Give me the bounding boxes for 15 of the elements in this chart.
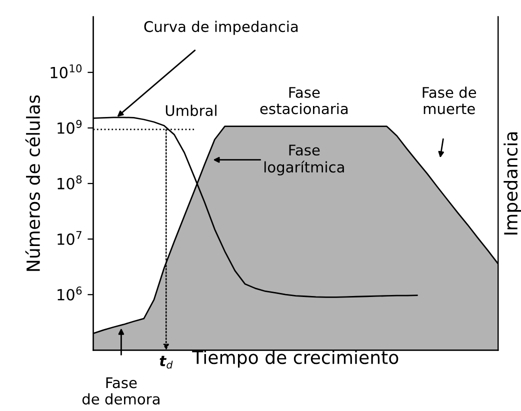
y-tick-label: 10$^{9}$: [58, 120, 82, 134]
y-axis-title: Números de células: [25, 95, 40, 271]
y2-axis-title: Impedancia: [504, 132, 521, 234]
y-tick-label: 10$^{8}$: [58, 175, 82, 190]
y-tick-label: 10$^{7}$: [58, 231, 82, 245]
text: t$_{d}$: [160, 356, 173, 369]
y-tick-label: 10$^{10}$: [50, 64, 82, 78]
annotation: Curva de impedancia: [144, 20, 298, 35]
annotation: Fase logarítmica: [264, 144, 344, 176]
annotation: Umbral: [166, 104, 216, 116]
x-axis-title: Tiempo de crecimiento: [192, 350, 398, 368]
text: Fase de demora: [82, 377, 160, 405]
annotation: Fase de muerte: [422, 86, 476, 114]
annotation: Fase estacionaria: [260, 87, 348, 114]
y-tick-label: 10$^{6}$: [58, 286, 82, 301]
